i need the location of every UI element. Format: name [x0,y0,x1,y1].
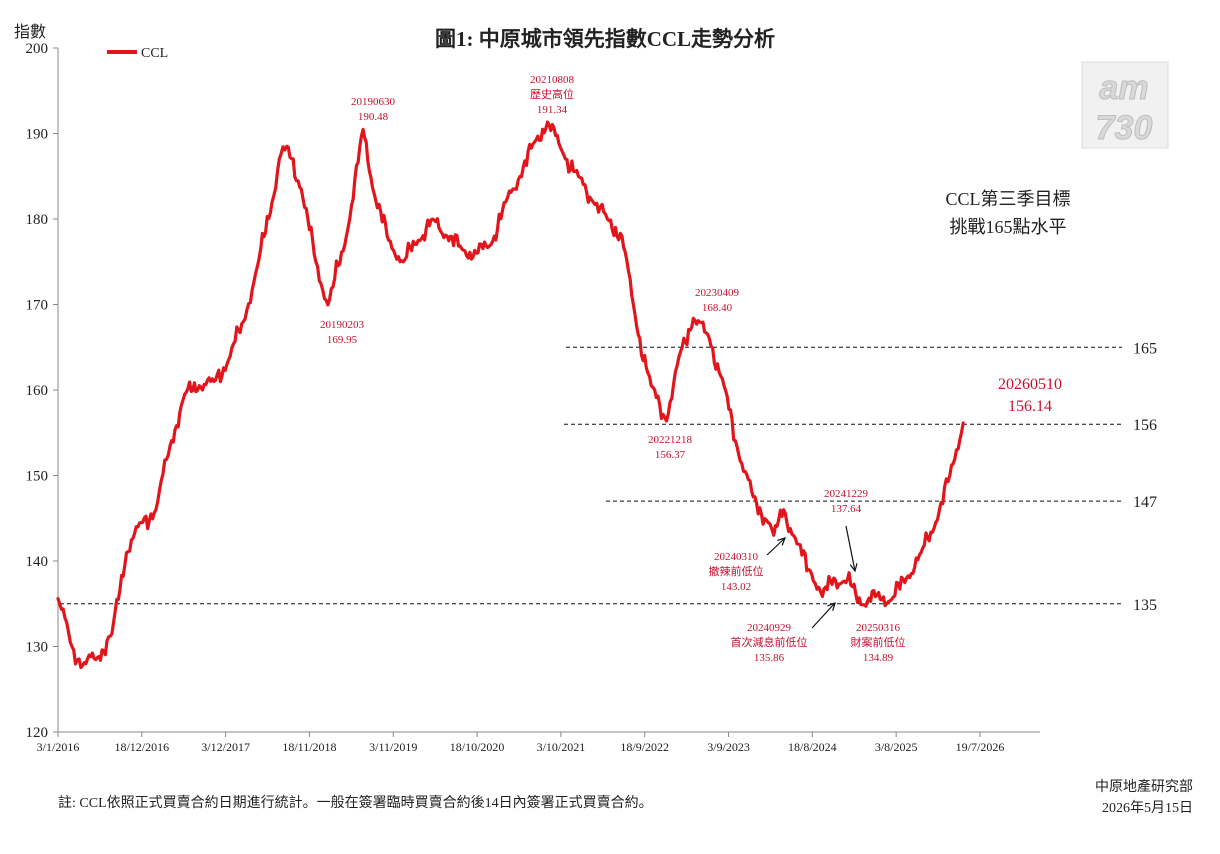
arrow-20240929 [811,601,836,629]
annotation-a20260510-line-1: 20260510 [998,376,1062,393]
source-line-2: 2026年5月15日 [1102,800,1193,816]
y-tick-label: 150 [26,469,49,485]
chart-title: 圖1: 中原城市領先指數CCL走勢分析 [435,27,775,51]
annotation-a20210808-line-1: 20210808 [530,74,575,86]
x-tick-label: 18/8/2024 [788,740,837,754]
annotation-a20190203-line-1: 20190203 [320,319,365,331]
annotation-a20241229-line-2: 137.64 [831,503,862,515]
annotation-a20230409-line-1: 20230409 [695,287,740,299]
legend: CCL [107,46,168,61]
annotation-a20230409-line-2: 168.40 [702,302,733,314]
annotation-a20210808-line-3: 191.34 [537,104,568,116]
annotation-a20190203-line-2: 169.95 [327,334,358,346]
x-tick-label: 19/7/2026 [956,740,1005,754]
x-tick-label: 18/9/2022 [620,740,669,754]
annotation-a20240310-line-2: 撤辣前低位 [709,564,764,578]
x-tick-label: 3/10/2021 [537,740,586,754]
arrow-20241229 [845,525,858,573]
y-tick-label: 160 [26,383,49,399]
x-tick-label: 3/11/2019 [369,740,417,754]
x-tick-label: 18/11/2018 [282,740,336,754]
logo: am 730 [1081,61,1169,149]
annotation-a20221218-line-2: 156.37 [655,449,686,461]
arrow-20241229-shaft [845,525,856,572]
annotation-a20240929-line-3: 135.86 [754,652,785,664]
annotation-a20260510-line-2: 156.14 [1008,398,1052,415]
source-line-1: 中原地產研究部 [1095,778,1193,795]
annotation-a20250316-line-3: 134.89 [863,652,894,664]
annotation-a20241229-line-1: 20241229 [824,488,869,500]
arrow-20240310 [766,537,787,556]
annotation-a20250316-line-1: 20250316 [856,622,901,634]
annotation-a20210808-line-2: 歷史高位 [530,87,574,101]
y-tick-label: 170 [26,298,49,314]
x-tick-label: 3/1/2016 [37,740,80,754]
y-tick-label: 200 [26,41,49,57]
target-note-line-1: CCL第三季目標 [945,189,1070,209]
y-tick-label: 130 [26,640,49,656]
x-tick-label: 18/12/2016 [114,740,169,754]
x-tick-label: 3/12/2017 [201,740,250,754]
y-tick-label: 140 [26,554,49,570]
logo-frame [1081,61,1169,149]
annotation-a20240310-line-1: 20240310 [714,551,759,563]
legend-label: CCL [141,46,168,61]
x-tick-label: 3/9/2023 [707,740,750,754]
annotation-a20240929-line-2: 首次減息前低位 [731,635,808,649]
y-tick-label: 120 [26,725,49,741]
y-tick-label: 190 [26,127,49,143]
annotation-a20221218-line-1: 20221218 [648,434,693,446]
reference-label-156: 156 [1133,417,1157,434]
reference-label-147: 147 [1133,494,1157,511]
logo-line-1: am [1099,69,1148,107]
series-ccl [56,120,965,670]
target-note-line-2: 挑戰165點水平 [950,217,1067,237]
annotation-a20240310-line-3: 143.02 [721,581,751,593]
logo-line-2: 730 [1096,109,1153,147]
arrow-20240929-shaft [811,602,836,629]
target-note: CCL第三季目標 挑戰165點水平 [945,189,1070,237]
arrow-20240310-shaft [766,537,786,556]
annotation-a20240929-line-1: 20240929 [747,622,792,634]
annotation-a20250316-line-2: 財案前低位 [851,635,906,649]
axes: 120 130 140 150 160 170 180 190 200 3/1/2016 18/12… [26,41,1040,754]
annotation-a20190630-line-2: 190.48 [358,111,389,123]
arrow-20241229-head [849,563,858,573]
reference-lines: 165 156 147 135 [60,340,1157,614]
arrow-20240310-head [777,537,787,546]
arrow-20240929-head [827,601,836,611]
x-tick-label: 18/10/2020 [450,740,505,754]
y-tick-label: 180 [26,212,49,228]
y-axis-label: 指數 [14,23,46,41]
ccl-line [56,120,965,670]
reference-label-135: 135 [1133,597,1157,614]
x-tick-label: 3/8/2025 [875,740,918,754]
reference-label-165: 165 [1133,340,1157,357]
footnote: 註: CCL依照正式買賣合約日期進行統計。一般在簽署臨時買賣合約後14日內簽署正… [58,794,653,811]
annotation-a20190630-line-1: 20190630 [351,96,396,108]
